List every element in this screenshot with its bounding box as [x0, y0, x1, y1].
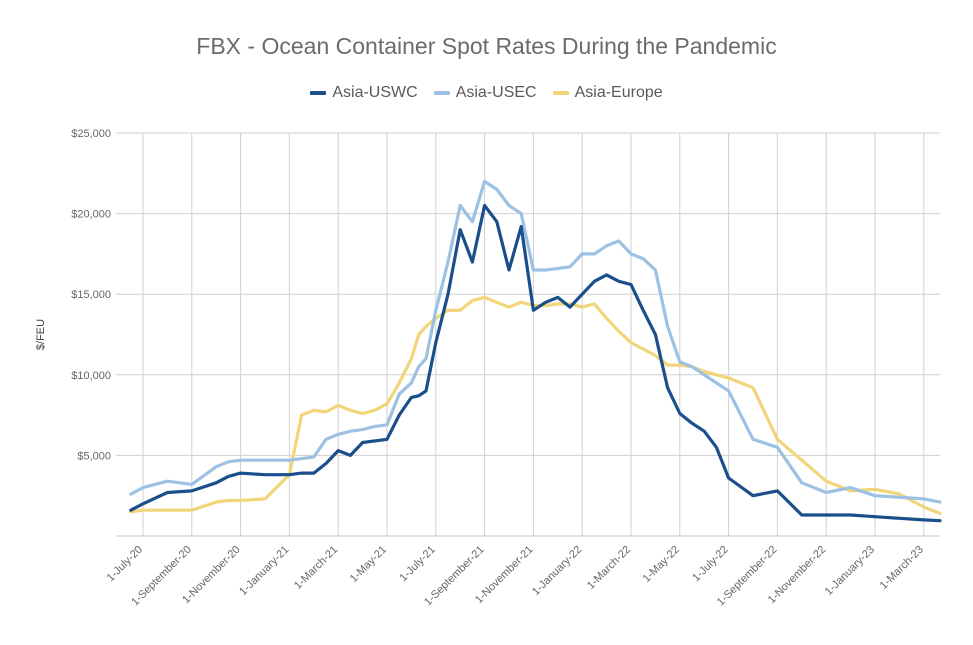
series-layer — [129, 179, 942, 523]
y-tick-label: $25,000 — [71, 128, 111, 140]
legend-label-asia-uswc: Asia-USWC — [332, 84, 418, 101]
y-axis-title: $/FEU — [35, 319, 47, 350]
y-tick-label: $15,000 — [71, 289, 111, 301]
x-tick-label: 1-July-20 — [105, 544, 145, 584]
legend-item-asia-europe[interactable]: Asia-Europe — [552, 84, 663, 102]
y-tick-label: $20,000 — [71, 209, 111, 221]
legend-swatch-asia-uswc — [310, 91, 327, 95]
series-line-asia-uswc — [129, 203, 942, 523]
legend-item-asia-uswc[interactable]: Asia-USWC — [310, 84, 418, 102]
series-line-asia-europe — [129, 295, 942, 516]
y-tick-label: $10,000 — [71, 370, 111, 382]
legend-label-asia-usec: Asia-USEC — [455, 84, 537, 101]
x-tick-label: 1-January-22 — [530, 544, 584, 598]
x-tick-label: 1-July-22 — [690, 544, 730, 584]
x-tick-label: 1-March-23 — [878, 544, 926, 592]
x-tick-label: 1-May-22 — [641, 544, 682, 585]
x-tick-label: 1-July-21 — [397, 544, 437, 584]
chart-title: FBX - Ocean Container Spot Rates During … — [196, 33, 777, 59]
x-tick-label: 1-January-23 — [823, 544, 877, 598]
y-tick-label: $5,000 — [77, 450, 111, 462]
legend-swatch-asia-usec — [433, 91, 450, 95]
series-line-asia-usec — [129, 179, 942, 504]
legend: Asia-USWC Asia-USEC Asia-Europe — [0, 84, 973, 102]
grid-layer — [116, 132, 940, 536]
x-tick-label: 1-January-21 — [237, 544, 291, 598]
axis-layer: $5,000 $10,000 $15,000 $20,000 $25,000 1-July… — [35, 128, 940, 608]
legend-label-asia-europe: Asia-Europe — [574, 84, 663, 101]
x-tick-label: 1-March-21 — [292, 544, 340, 592]
legend-swatch-asia-europe — [552, 91, 569, 95]
x-tick-label: 1-May-21 — [348, 544, 389, 585]
x-tick-label: 1-March-22 — [585, 544, 633, 592]
legend-item-asia-usec[interactable]: Asia-USEC — [433, 84, 537, 102]
